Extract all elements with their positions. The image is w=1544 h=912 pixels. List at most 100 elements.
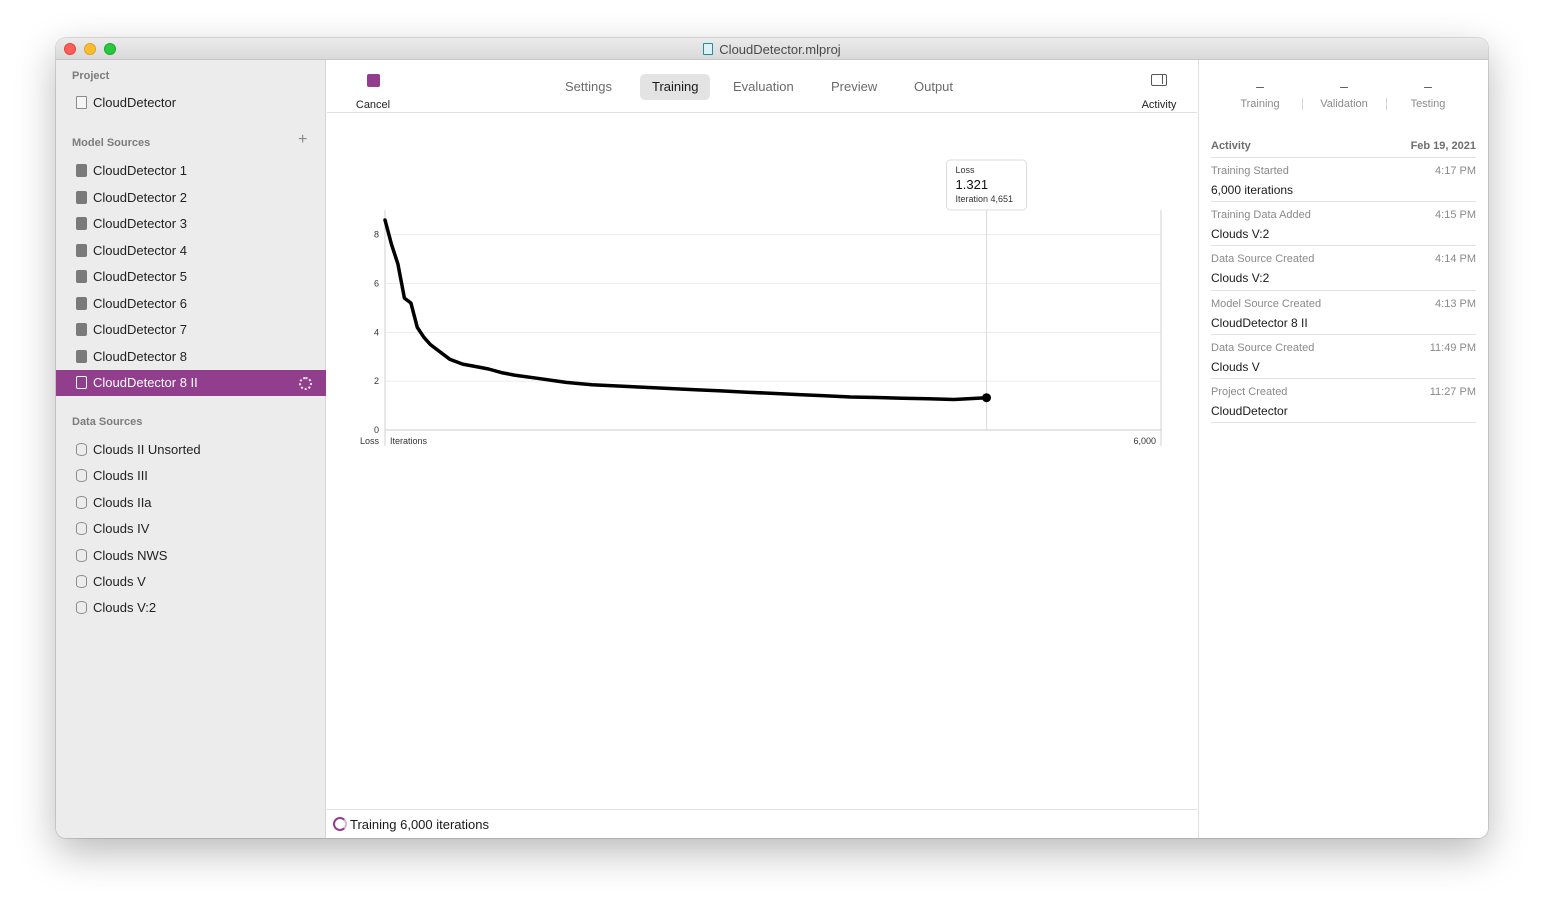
metric-value: – bbox=[1340, 78, 1348, 94]
activity-event: Project Created bbox=[1211, 386, 1288, 398]
tab-evaluation[interactable]: Evaluation bbox=[733, 79, 794, 94]
cancel-training-button[interactable]: Cancel bbox=[353, 74, 393, 113]
sidebar-item-data-source[interactable]: Clouds V:2 bbox=[56, 595, 326, 621]
metric-value: – bbox=[1424, 78, 1432, 94]
project-document-icon bbox=[76, 96, 87, 109]
metric-testing: – Testing bbox=[1386, 78, 1470, 110]
app-window: CloudDetector.mlproj Project CloudDetect… bbox=[56, 38, 1488, 838]
x-axis-label: Iterations bbox=[390, 436, 428, 446]
main-content: Cancel Settings Training Evaluation Preview… bbox=[327, 60, 1197, 838]
sidebar-item-label: CloudDetector 8 II bbox=[93, 375, 198, 390]
activity-toggle-button[interactable]: Activity bbox=[1127, 74, 1191, 113]
activity-time: 4:13 PM bbox=[1435, 297, 1476, 310]
activity-time: 4:17 PM bbox=[1435, 165, 1476, 177]
sidebar-item-data-source[interactable]: Clouds NWS bbox=[56, 543, 326, 569]
minimize-window-button[interactable] bbox=[84, 43, 96, 55]
metric-divider bbox=[1386, 98, 1387, 110]
data-sources-section-label: Data Sources bbox=[72, 416, 143, 428]
activity-time: 11:49 PM bbox=[1429, 341, 1476, 354]
zoom-window-button[interactable] bbox=[104, 43, 116, 55]
toolbar: Cancel Settings Training Evaluation Preview… bbox=[327, 60, 1197, 113]
sidebar-item-model[interactable]: CloudDetector 8 II bbox=[56, 370, 326, 396]
sidebar-item-model[interactable]: CloudDetector 8 bbox=[56, 344, 326, 370]
document-icon bbox=[703, 43, 714, 55]
activity-event: Model Source Created bbox=[1211, 297, 1322, 310]
database-icon bbox=[76, 548, 87, 562]
tab-training[interactable]: Training bbox=[640, 74, 711, 100]
activity-time: 4:14 PM bbox=[1435, 253, 1476, 266]
sidebar-item-model[interactable]: CloudDetector 6 bbox=[56, 291, 326, 317]
model-icon bbox=[76, 190, 87, 204]
y-axis-label: Loss bbox=[360, 436, 380, 446]
metric-validation: – Validation bbox=[1302, 78, 1386, 110]
sidebar-item-label: Clouds NWS bbox=[93, 547, 168, 563]
cancel-label: Cancel bbox=[355, 99, 391, 111]
activity-item: Training Data Added 4:15 PM Clouds V:2 bbox=[1211, 201, 1476, 245]
window-title: CloudDetector.mlproj bbox=[719, 42, 841, 57]
sidebar-item-data-source[interactable]: Clouds III bbox=[56, 463, 326, 489]
activity-label: Activity bbox=[1141, 99, 1177, 111]
y-tick-label: 6 bbox=[374, 278, 379, 288]
sidebar-item-model[interactable]: CloudDetector 7 bbox=[56, 317, 326, 343]
sidebar-item-label: CloudDetector 6 bbox=[93, 295, 187, 311]
status-bar: Training 6,000 iterations bbox=[327, 809, 1197, 838]
sidebar-item-label: Clouds IIa bbox=[93, 494, 152, 510]
activity-event: Training Data Added bbox=[1211, 209, 1311, 222]
activity-time: 4:15 PM bbox=[1435, 209, 1476, 222]
sidebar-item-label: CloudDetector 4 bbox=[93, 242, 187, 258]
y-tick-label: 4 bbox=[374, 327, 379, 337]
sidebar-item-label: CloudDetector 1 bbox=[93, 163, 187, 178]
metric-label: Validation bbox=[1320, 98, 1368, 110]
training-spinner-icon bbox=[299, 377, 312, 390]
sidebar-item-label: CloudDetector bbox=[93, 95, 177, 110]
model-icon bbox=[76, 164, 87, 177]
loss-chart: 0 2 4 6 8 Loss Iterations 6,000 Loss 1.321 Iterati… bbox=[351, 132, 1171, 462]
sidebar-item-label: CloudDetector 8 bbox=[93, 348, 187, 364]
window-title-container: CloudDetector.mlproj bbox=[56, 42, 1488, 57]
progress-ring-icon bbox=[333, 817, 347, 831]
project-section-label: Project bbox=[72, 70, 110, 82]
sidebar-item-model[interactable]: CloudDetector 3 bbox=[56, 211, 326, 237]
model-icon bbox=[76, 243, 87, 257]
sidebar-item-label: CloudDetector 3 bbox=[93, 216, 187, 231]
sidebar-item-model[interactable]: CloudDetector 2 bbox=[56, 185, 326, 211]
add-model-source-button[interactable]: + bbox=[298, 131, 308, 148]
activity-date: Feb 19, 2021 bbox=[1410, 140, 1476, 152]
sidebar-right-icon bbox=[1151, 74, 1167, 86]
activity-item: Data Source Created 11:49 PM Clouds V bbox=[1211, 333, 1476, 378]
metric-label: Training bbox=[1240, 98, 1280, 110]
sidebar-item-model[interactable]: CloudDetector 1 bbox=[56, 158, 326, 184]
sidebar-item-data-source[interactable]: Clouds IIa bbox=[56, 490, 326, 516]
tab-settings[interactable]: Settings bbox=[565, 79, 612, 94]
model-icon bbox=[76, 296, 87, 310]
sidebar-item-project[interactable]: CloudDetector bbox=[56, 90, 326, 116]
status-text: Training 6,000 iterations bbox=[350, 817, 489, 832]
metric-divider bbox=[1302, 98, 1303, 110]
sidebar-item-data-source[interactable]: Clouds IV bbox=[56, 516, 326, 542]
sidebar-item-model[interactable]: CloudDetector 4 bbox=[56, 238, 326, 264]
activity-heading: Activity bbox=[1211, 140, 1251, 152]
sidebar-item-data-source[interactable]: Clouds II Unsorted bbox=[56, 437, 326, 463]
sidebar-item-label: CloudDetector 5 bbox=[93, 269, 187, 284]
sidebar-item-data-source[interactable]: Clouds V bbox=[56, 569, 326, 595]
activity-item: Model Source Created 4:13 PM CloudDetector… bbox=[1211, 289, 1476, 334]
y-tick-label: 0 bbox=[374, 425, 379, 435]
tooltip-box bbox=[946, 159, 1028, 211]
sidebar-item-label: Clouds III bbox=[93, 468, 148, 484]
y-tick-label: 2 bbox=[374, 376, 379, 386]
activity-detail: CloudDetector bbox=[1211, 404, 1288, 418]
activity-event: Data Source Created bbox=[1211, 253, 1315, 266]
sidebar: Project CloudDetector Model Sources + Cl… bbox=[56, 60, 326, 838]
activity-item: Data Source Created 4:14 PM Clouds V:2 bbox=[1211, 245, 1476, 289]
sidebar-item-model[interactable]: CloudDetector 5 bbox=[56, 264, 326, 290]
activity-panel: – Training – Validation – Testing Activity Fe… bbox=[1198, 60, 1488, 838]
model-icon bbox=[76, 270, 87, 283]
title-bar: CloudDetector.mlproj bbox=[56, 38, 1488, 60]
tab-output[interactable]: Output bbox=[914, 79, 954, 94]
activity-item: Training Started 4:17 PM 6,000 iterations bbox=[1211, 157, 1476, 201]
activity-item: Project Created 11:27 PM CloudDetector bbox=[1211, 378, 1476, 422]
database-icon bbox=[76, 443, 87, 456]
tab-preview[interactable]: Preview bbox=[831, 79, 878, 94]
close-window-button[interactable] bbox=[64, 43, 76, 55]
sidebar-item-label: Clouds IV bbox=[93, 521, 150, 537]
